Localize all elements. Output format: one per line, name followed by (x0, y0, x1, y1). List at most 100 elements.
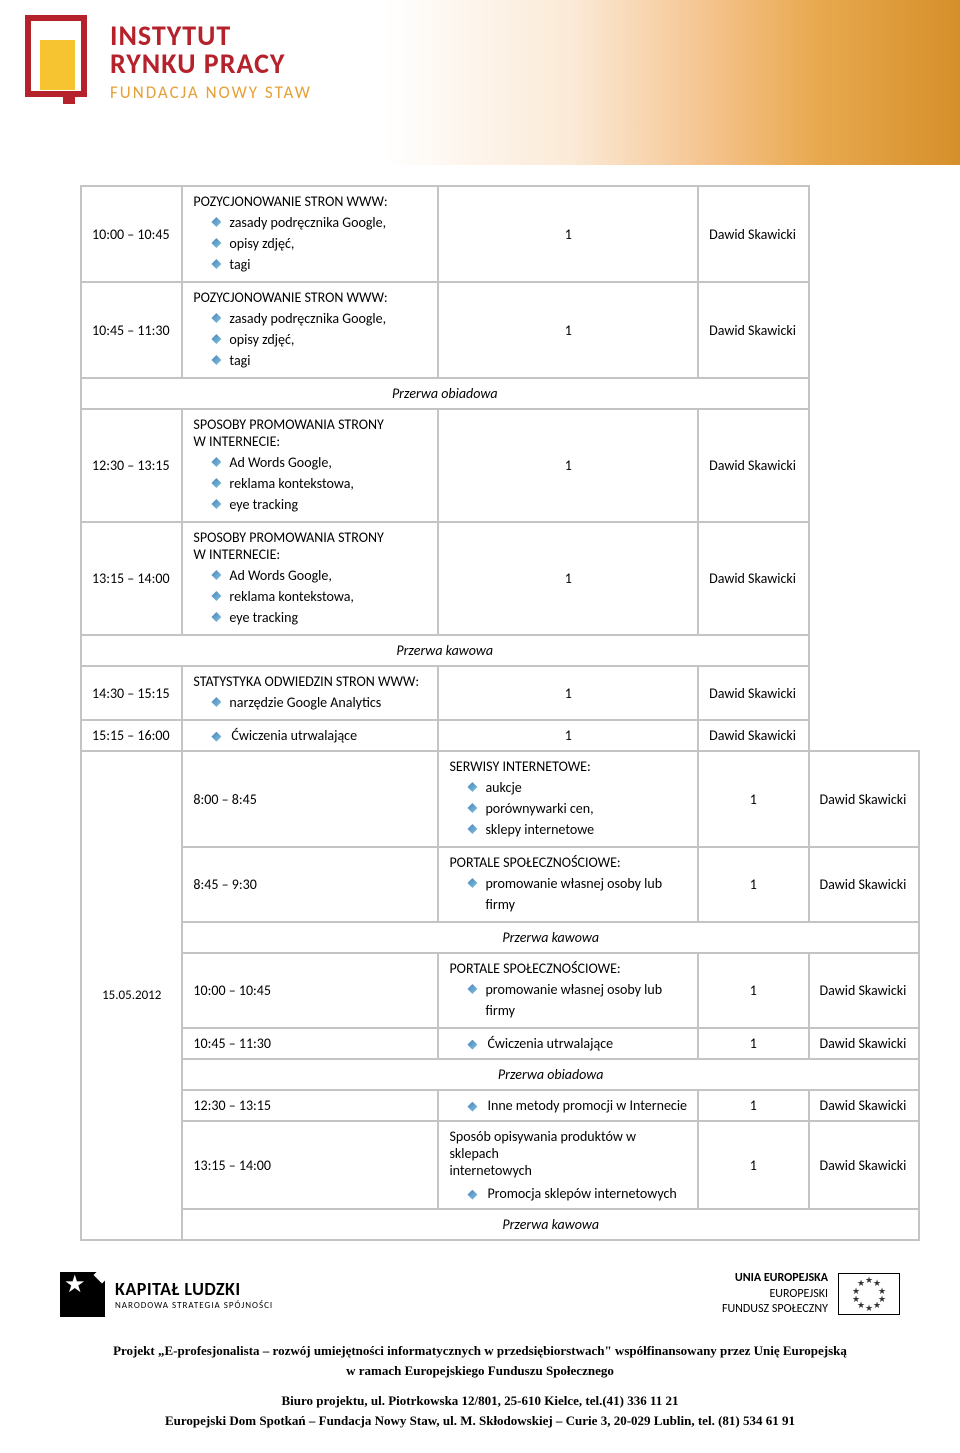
teacher-cell: Dawid Skawicki (698, 409, 808, 522)
date-cell: 15.05.2012 (81, 751, 182, 1240)
page-footer: KAPITAŁ LUDZKI NARODOWA STRATEGIA SPÓJNO… (0, 1251, 960, 1453)
time-cell: 10:45 – 11:30 (182, 1028, 438, 1059)
table-row: 10:45 – 11:30 POZYCJONOWANIE STRON WWW: … (81, 282, 919, 378)
desc-cell: Inne metody promocji w Internecie (438, 1090, 698, 1121)
desc-cell: Ćwiczenia utrwalające (438, 1028, 698, 1059)
footer-p2: Biuro projektu, ul. Piotrkowska 12/801, … (30, 1393, 930, 1409)
desc-cell: STATYSTYKA ODWIEDZIN STRON WWW: narzędzi… (182, 666, 438, 720)
break-row: Przerwa kawowa (81, 1209, 919, 1240)
bullet-item: promowanie własnej osoby lub firmy (467, 873, 687, 915)
bullet-text: Inne metody promocji w Internecie (487, 1097, 687, 1114)
table-row: 13:15 – 14:00 SPOSOBY PROMOWANIA STRONY … (81, 522, 919, 635)
break-row: Przerwa kawowa (81, 635, 919, 666)
eu-line3: FUNDUSZ SPOŁECZNY (722, 1302, 828, 1318)
num-cell: 1 (698, 1121, 808, 1209)
eu-flag-icon: ★ ★ ★ ★ ★ ★ ★ ★ ★ ★ (838, 1273, 900, 1315)
teacher-cell: Dawid Skawicki (698, 522, 808, 635)
bullet-icon (211, 732, 221, 742)
bullet-text: Ćwiczenia utrwalające (487, 1035, 613, 1052)
page-header: INSTYTUT RYNKU PRACY FUNDACJA NOWY STAW (0, 0, 960, 165)
footer-text: Projekt „E-profesjonalista – rozwój umie… (30, 1343, 930, 1429)
bullet-text: Promocja sklepów internetowych (487, 1185, 676, 1202)
desc-cell: POZYCJONOWANIE STRON WWW: zasady podręcz… (182, 186, 438, 282)
bullet-item: aukcje (467, 777, 687, 798)
num-cell: 1 (698, 1028, 808, 1059)
bullet-item: porównywarki cen, (467, 798, 687, 819)
teacher-cell: Dawid Skawicki (809, 847, 919, 922)
bullet-item: zasady podręcznika Google, (211, 212, 427, 233)
desc-cell: Sposób opisywania produktów w sklepach i… (438, 1121, 698, 1209)
institute-logo: INSTYTUT RYNKU PRACY FUNDACJA NOWY STAW (15, 10, 312, 115)
desc-cell: POZYCJONOWANIE STRON WWW: zasady podręcz… (182, 282, 438, 378)
row-title2: internetowych (449, 1162, 687, 1179)
table-row: 8:45 – 9:30 PORTALE SPOŁECZNOŚCIOWE: pro… (81, 847, 919, 922)
table-row: 15:15 – 16:00 Ćwiczenia utrwalające 1 Da… (81, 720, 919, 751)
row-title: POZYCJONOWANIE STRON WWW: (193, 193, 427, 210)
bullet-item: zasady podręcznika Google, (211, 308, 427, 329)
teacher-cell: Dawid Skawicki (698, 666, 808, 720)
teacher-cell: Dawid Skawicki (809, 751, 919, 847)
bullet-icon (467, 1102, 477, 1112)
desc-cell: SPOSOBY PROMOWANIA STRONY W INTERNECIE: … (182, 409, 438, 522)
table-row: 14:30 – 15:15 STATYSTYKA ODWIEDZIN STRON… (81, 666, 919, 720)
desc-cell: PORTALE SPOŁECZNOŚCIOWE: promowanie włas… (438, 847, 698, 922)
row-title2: W INTERNECIE: (193, 546, 427, 563)
row-title: SERWISY INTERNETOWE: (449, 758, 687, 775)
eu-logo: UNIA EUROPEJSKA EUROPEJSKI FUNDUSZ SPOŁE… (722, 1271, 900, 1318)
num-cell: 1 (438, 186, 698, 282)
coffee-break: Przerwa kawowa (182, 1209, 919, 1240)
time-cell: 8:45 – 9:30 (182, 847, 438, 922)
logo-icon (15, 10, 100, 115)
teacher-cell: Dawid Skawicki (809, 1090, 919, 1121)
row-title: Sposób opisywania produktów w sklepach (449, 1128, 687, 1162)
bullet-item: opisy zdjęć, (211, 329, 427, 350)
row-title: STATYSTYKA ODWIEDZIN STRON WWW: (193, 673, 427, 690)
coffee-break: Przerwa kawowa (182, 922, 919, 953)
bullet-item: promowanie własnej osoby lub firmy (467, 979, 687, 1021)
num-cell: 1 (698, 847, 808, 922)
time-cell: 14:30 – 15:15 (81, 666, 182, 720)
table-row: 15.05.2012 8:00 – 8:45 SERWISY INTERNETO… (81, 751, 919, 847)
break-row: Przerwa obiadowa (81, 1059, 919, 1090)
bullet-item: eye tracking (211, 494, 427, 515)
logo-line3: FUNDACJA NOWY STAW (110, 82, 312, 103)
bullet-icon (467, 1040, 477, 1050)
lunch-break: Przerwa obiadowa (81, 378, 809, 409)
break-row: Przerwa obiadowa (81, 378, 919, 409)
table-row: 13:15 – 14:00 Sposób opisywania produktó… (81, 1121, 919, 1209)
num-cell: 1 (698, 1090, 808, 1121)
teacher-cell: Dawid Skawicki (698, 186, 808, 282)
num-cell: 1 (438, 720, 698, 751)
time-cell: 8:00 – 8:45 (182, 751, 438, 847)
time-cell: 13:15 – 14:00 (81, 522, 182, 635)
desc-cell: SERWISY INTERNETOWE: aukcje porównywarki… (438, 751, 698, 847)
row-title: SPOSOBY PROMOWANIA STRONY (193, 416, 427, 433)
bullet-item: reklama kontekstowa, (211, 473, 427, 494)
bullet-item: eye tracking (211, 607, 427, 628)
break-row: Przerwa kawowa (81, 922, 919, 953)
row-title: POZYCJONOWANIE STRON WWW: (193, 289, 427, 306)
teacher-cell: Dawid Skawicki (809, 1028, 919, 1059)
table-row: 12:30 – 13:15 SPOSOBY PROMOWANIA STRONY … (81, 409, 919, 522)
bullet-item: Ad Words Google, (211, 565, 427, 586)
lunch-break: Przerwa obiadowa (182, 1059, 919, 1090)
kl-line1: KAPITAŁ LUDZKI (115, 1278, 273, 1300)
coffee-break: Przerwa kawowa (81, 635, 809, 666)
time-cell: 10:00 – 10:45 (81, 186, 182, 282)
num-cell: 1 (698, 953, 808, 1028)
teacher-cell: Dawid Skawicki (809, 1121, 919, 1209)
desc-cell: SPOSOBY PROMOWANIA STRONY W INTERNECIE: … (182, 522, 438, 635)
num-cell: 1 (438, 522, 698, 635)
num-cell: 1 (438, 282, 698, 378)
num-cell: 1 (438, 666, 698, 720)
bullet-item: reklama kontekstowa, (211, 586, 427, 607)
bullet-item: tagi (211, 350, 427, 371)
teacher-cell: Dawid Skawicki (698, 720, 808, 751)
time-cell: 15:15 – 16:00 (81, 720, 182, 751)
bullet-item: tagi (211, 254, 427, 275)
footer-p1b: w ramach Europejskiego Funduszu Społeczn… (30, 1363, 930, 1379)
table-row: 10:45 – 11:30 Ćwiczenia utrwalające 1 Da… (81, 1028, 919, 1059)
kl-icon (60, 1272, 105, 1317)
footer-p1a: Projekt „E-profesjonalista – rozwój umie… (30, 1343, 930, 1359)
kapital-ludzki-logo: KAPITAŁ LUDZKI NARODOWA STRATEGIA SPÓJNO… (60, 1272, 273, 1317)
